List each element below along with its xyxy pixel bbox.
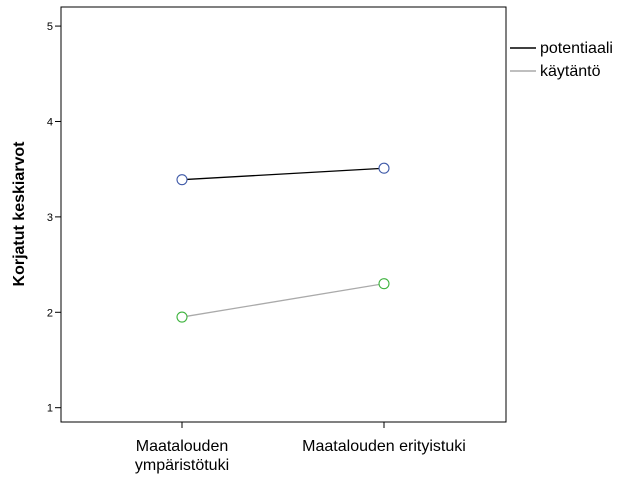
data-point — [378, 162, 390, 174]
y-tick-label: 1 — [47, 403, 53, 415]
legend-label: käytäntö — [540, 63, 601, 80]
series-line — [181, 167, 385, 181]
y-tick-label: 4 — [47, 116, 53, 128]
data-point — [176, 311, 188, 323]
x-tick-label: Maatalouden erityistuki — [302, 438, 466, 455]
y-axis: 1 2 3 4 5 — [47, 21, 61, 415]
x-axis: Maatalouden ympäristötuki Maatalouden erit… — [135, 422, 466, 474]
series-line — [181, 283, 385, 318]
data-point — [176, 174, 188, 186]
series-layer — [176, 162, 390, 323]
legend-label: potentiaali — [540, 40, 613, 57]
legend: potentiaali käytäntö — [510, 40, 613, 80]
y-axis-title: Korjatut keskiarvot — [11, 141, 28, 287]
plot-frame — [60, 6, 507, 423]
data-point — [378, 278, 390, 290]
y-tick-label: 5 — [47, 21, 53, 33]
y-tick-label: 3 — [47, 212, 53, 224]
x-tick-label: Maatalouden ympäristötuki — [135, 438, 229, 474]
y-tick-label: 2 — [47, 307, 53, 319]
